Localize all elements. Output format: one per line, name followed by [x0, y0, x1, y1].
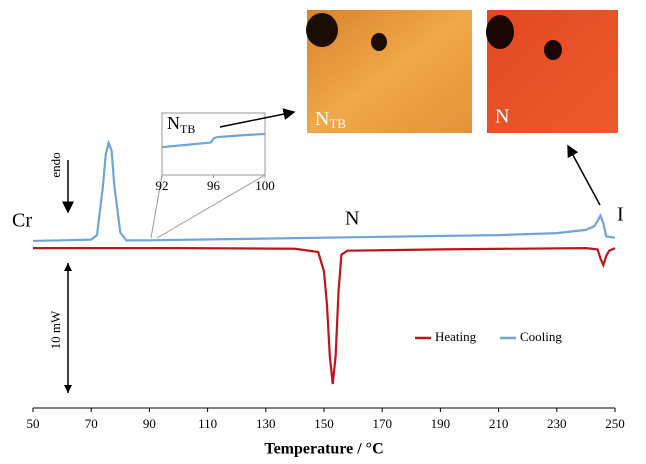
- x-tick-label: 190: [431, 416, 451, 431]
- x-tick-label: 90: [143, 416, 156, 431]
- x-tick-label: 230: [547, 416, 567, 431]
- inset-tick-label: 92: [156, 178, 169, 193]
- arrow: [220, 112, 294, 127]
- scale-bar-label: 10 mW: [48, 310, 63, 349]
- inset-tick-label: 100: [255, 178, 275, 193]
- annotation: endo: [48, 152, 63, 177]
- inset-annotation: NTB: [167, 113, 195, 136]
- legend-label: Heating: [435, 329, 477, 344]
- x-tick-label: 170: [372, 416, 392, 431]
- x-tick-label: 210: [489, 416, 509, 431]
- x-tick-label: 50: [27, 416, 40, 431]
- annotation: I: [617, 204, 624, 226]
- annotation: Cr: [12, 210, 32, 232]
- micrograph: NTB: [306, 10, 472, 133]
- chart: NTB N NTB Cr N I endo 10 mW Temperature …: [0, 0, 646, 459]
- x-tick-label: 150: [314, 416, 334, 431]
- legend-label: Cooling: [520, 329, 562, 344]
- data-line: [33, 248, 615, 384]
- data-line: [162, 134, 265, 147]
- micrograph: N: [486, 10, 618, 133]
- x-axis-label: Temperature / °C: [264, 441, 383, 458]
- annotation: N: [345, 208, 359, 230]
- x-tick-label: 130: [256, 416, 276, 431]
- x-tick-label: 70: [85, 416, 98, 431]
- data-line: [33, 143, 615, 241]
- x-tick-label: 110: [198, 416, 217, 431]
- inset-tick-label: 96: [207, 178, 221, 193]
- arrow: [568, 146, 600, 205]
- micrograph-label: N: [495, 106, 509, 128]
- x-tick-label: 250: [605, 416, 625, 431]
